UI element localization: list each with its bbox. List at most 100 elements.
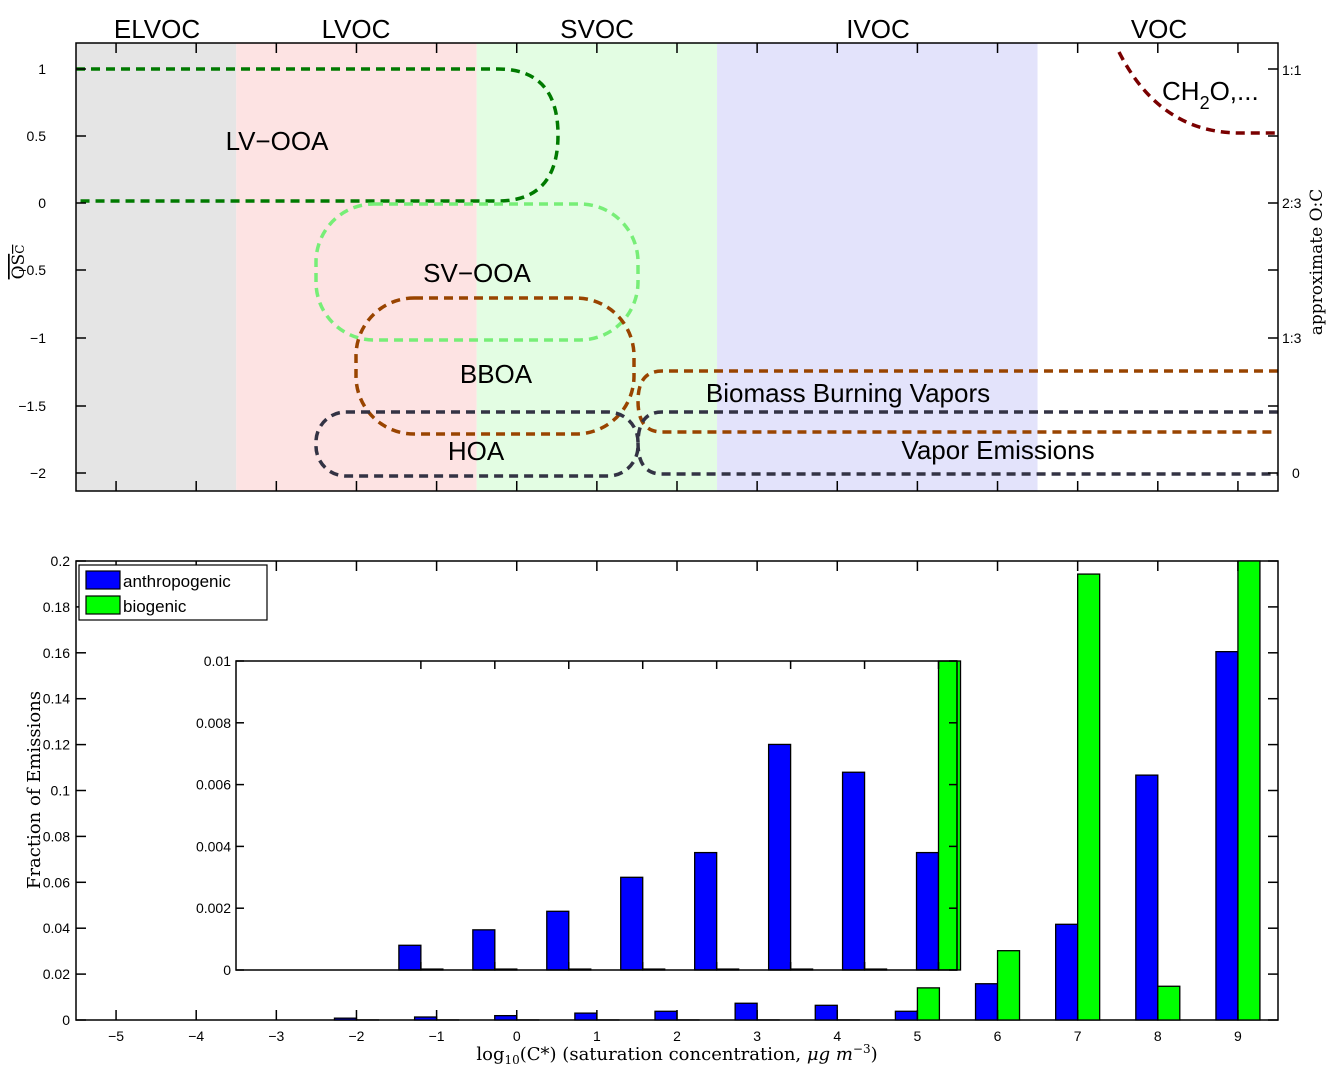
inset-bar-anthropogenic-0 — [546, 910, 570, 971]
top-ytick-label: 0.5 — [27, 128, 47, 144]
bar-biogenic-7 — [1077, 573, 1101, 1021]
top-y-axis-label: OSC — [9, 245, 29, 280]
bar-anthropogenic-0 — [494, 1014, 518, 1021]
oc-tick-label: 1:1 — [1282, 62, 1302, 78]
bar-anthropogenic-2 — [654, 1010, 678, 1021]
bar-biogenic-8 — [1157, 985, 1181, 1021]
oc-tick-label: 2:3 — [1282, 195, 1302, 211]
vapor-emissions-region — [636, 410, 1278, 476]
inset-y-tick-label: 0.004 — [196, 838, 231, 854]
x-tick-label: −2 — [348, 1028, 364, 1044]
x-tick-label: 4 — [833, 1028, 841, 1044]
lv-ooa-region — [76, 67, 560, 203]
x-tick-label: 0 — [513, 1028, 521, 1044]
y-tick-label: 0.2 — [51, 553, 71, 569]
bar-anthropogenic-3 — [734, 1002, 758, 1021]
inset-chart: 0 0.002 0.004 0.006 0.008 0.01 — [196, 653, 962, 978]
inset-y-tick-label: 0.002 — [196, 900, 231, 916]
band-ivoc — [717, 43, 1038, 491]
inset-background — [236, 661, 957, 970]
inset-bar-anthropogenic-2 — [694, 851, 718, 971]
inset-bar-anthropogenic-4 — [841, 771, 866, 971]
x-tick-label: 8 — [1154, 1028, 1162, 1044]
hoa-label: HOA — [448, 436, 505, 466]
top-ytick-label: 1 — [38, 61, 46, 77]
inset-bar-anthropogenic--1 — [472, 929, 496, 971]
x-tick-label: −4 — [188, 1028, 204, 1044]
legend-label-biogenic: biogenic — [123, 597, 187, 616]
top-ytick-label: −2 — [30, 465, 46, 481]
top-right-y-tick-labels: 1:1 2:3 1:3 0 — [1282, 62, 1302, 481]
inset-y-tick-label: 0.01 — [204, 653, 231, 669]
y-tick-label: 0.1 — [51, 783, 71, 799]
bboa-label: BBOA — [460, 359, 533, 389]
top-x-ticks — [115, 43, 1239, 491]
vapor-emissions-label: Vapor Emissions — [901, 435, 1094, 465]
bar-anthropogenic-4 — [814, 1004, 838, 1021]
bar-biogenic-6 — [996, 950, 1021, 1021]
oc-tick-label: 0 — [1292, 465, 1300, 481]
top-ytick-label: 0 — [38, 195, 46, 211]
volatility-bands — [76, 43, 1278, 491]
y-axis-label: Fraction of Emissions — [24, 691, 45, 889]
inset-ticks: 0 0.002 0.004 0.006 0.008 0.01 — [196, 653, 957, 978]
x-tick-label: −5 — [108, 1028, 124, 1044]
inset-y-tick-label: 0.006 — [196, 777, 231, 793]
legend-swatch-anthropogenic — [85, 570, 121, 590]
y-tick-label: 0.12 — [43, 737, 70, 753]
bar-anthropogenic--1 — [413, 1016, 438, 1021]
inset-y-tick-label: 0 — [223, 962, 231, 978]
y-tick-label: 0.14 — [43, 691, 70, 707]
top-ytick-label: −1.5 — [18, 398, 46, 414]
volatility-class-labels: ELVOC LVOC SVOC IVOC VOC — [114, 14, 1187, 44]
class-label-voc: VOC — [1131, 14, 1187, 44]
bar-anthropogenic-8 — [1135, 774, 1159, 1021]
y-tick-label: 0.02 — [43, 966, 70, 982]
x-tick-label: 5 — [914, 1028, 922, 1044]
bboa-region — [354, 296, 636, 436]
inset-bar-anthropogenic--2 — [398, 944, 422, 971]
top-right-axis-label: approximate O:C — [1307, 189, 1327, 336]
bottom-ticks: −5 −4 −3 −2 −1 0 1 2 3 4 5 6 7 8 9 0 0.02 0.04 0.06 0.08 0.1… — [43, 553, 1278, 1044]
bar-biogenic-5 — [916, 987, 941, 1021]
x-tick-label: 2 — [673, 1028, 681, 1044]
bar-anthropogenic-9 — [1215, 651, 1239, 1021]
bar-biogenic-9 — [1237, 560, 1261, 1021]
inset-axes-frame — [235, 660, 958, 971]
x-tick-label: −1 — [429, 1028, 445, 1044]
bb-vapors-region — [636, 369, 1278, 434]
class-label-elvoc: ELVOC — [114, 14, 200, 44]
y-tick-label: 0 — [62, 1012, 70, 1028]
inset-bar-anthropogenic-5 — [915, 851, 940, 971]
ch2o-label: CH2O,... — [1162, 76, 1259, 113]
x-tick-label: 3 — [753, 1028, 761, 1044]
legend-swatch-biogenic — [85, 595, 121, 615]
band-lvoc — [236, 43, 477, 491]
bar-anthropogenic-1 — [574, 1012, 598, 1021]
inset-bar-anthropogenic-3 — [767, 743, 792, 971]
top-ytick-label: −1 — [30, 330, 46, 346]
legend-label-anthropogenic: anthropogenic — [123, 572, 231, 591]
x-tick-label: 1 — [593, 1028, 601, 1044]
legend: anthropogenic biogenic — [78, 564, 268, 621]
bar-anthropogenic--2 — [333, 1017, 358, 1021]
sv-ooa-label: SV−OOA — [423, 258, 531, 288]
inset-bars — [398, 660, 962, 971]
lv-ooa-label: LV−OOA — [226, 126, 330, 156]
y-tick-label: 0.16 — [43, 645, 70, 661]
bar-anthropogenic-7 — [1055, 923, 1079, 1021]
class-label-svoc: SVOC — [560, 14, 634, 44]
y-tick-label: 0.06 — [43, 874, 70, 890]
y-tick-label: 0.08 — [43, 828, 70, 844]
band-elvoc — [76, 43, 237, 491]
sv-ooa-region — [314, 202, 640, 342]
class-label-lvoc: LVOC — [322, 14, 391, 44]
y-tick-label: 0.04 — [43, 920, 70, 936]
y-tick-label: 0.18 — [43, 599, 70, 615]
bottom-bars — [333, 560, 1261, 1021]
x-tick-label: 9 — [1234, 1028, 1242, 1044]
top-ytick-label: −0.5 — [18, 262, 46, 278]
inset-bar-anthropogenic-1 — [620, 876, 644, 971]
band-svoc — [476, 43, 718, 491]
region-outlines — [76, 51, 1278, 478]
